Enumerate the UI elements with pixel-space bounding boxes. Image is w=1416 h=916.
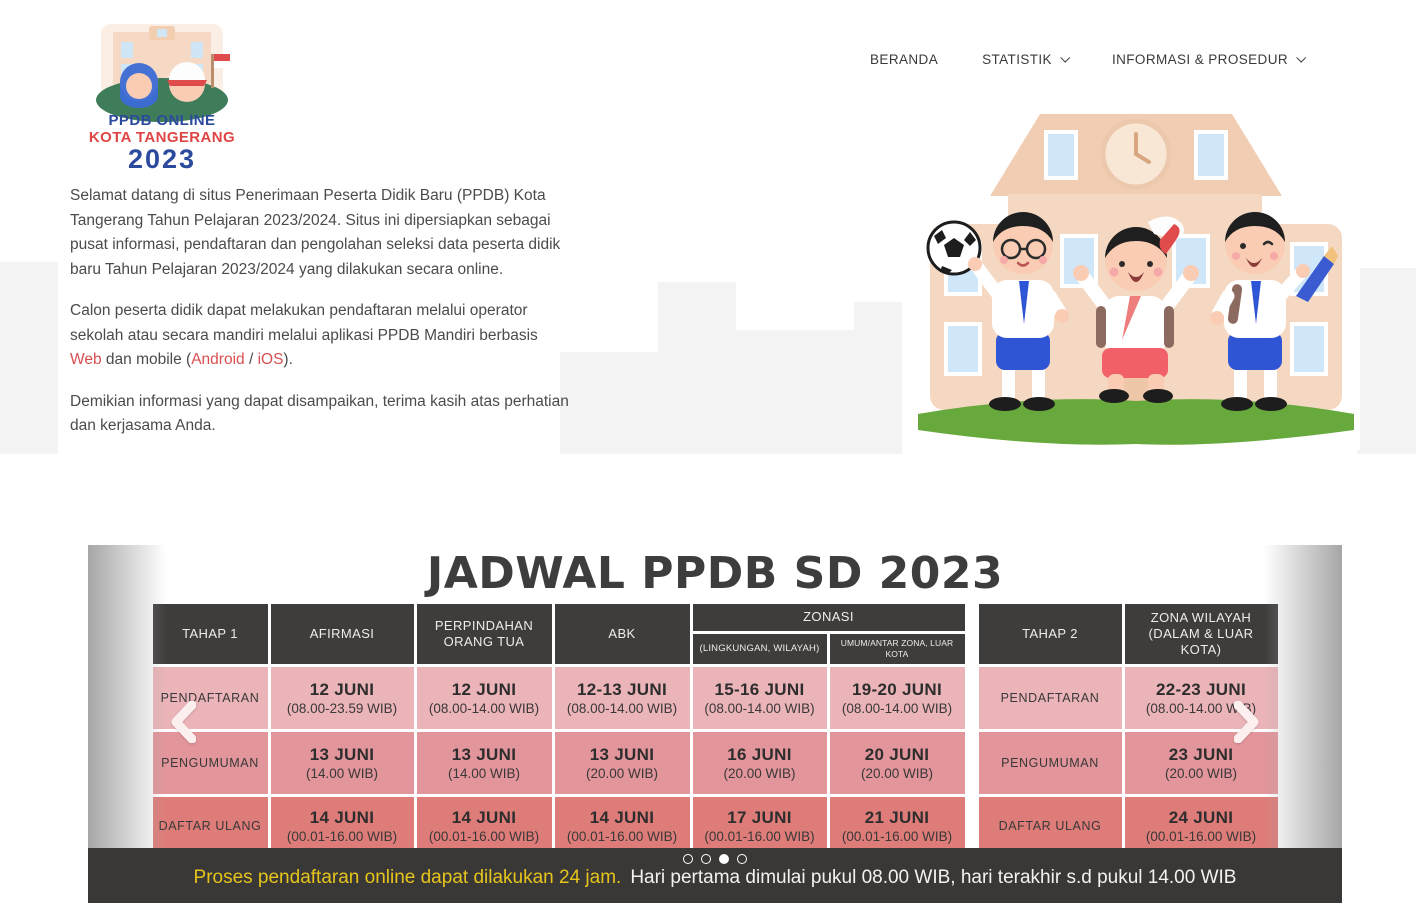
link-web[interactable]: Web xyxy=(70,351,102,368)
logo-graphic xyxy=(96,24,230,122)
hero-illustration xyxy=(912,96,1360,450)
carousel-dot-2[interactable] xyxy=(701,854,711,864)
header-perpindahan: PERPINDAHAN ORANG TUA xyxy=(416,604,552,664)
row-label-pendaftaran-t2: PENDAFTARAN xyxy=(978,667,1122,729)
logo-text-line1: PPDB ONLINE xyxy=(108,112,216,129)
chevron-down-icon xyxy=(1060,52,1071,63)
schedule-cell: 14 JUNI (00.01-16.00 WIB) xyxy=(554,797,690,848)
carousel-dot-3[interactable] xyxy=(719,854,729,864)
schedule-cell: 13 JUNI (14.00 WIB) xyxy=(416,732,552,794)
site-logo[interactable]: PPDB ONLINE KOTA TANGERANG 2023 xyxy=(86,20,238,173)
skyline-block xyxy=(0,262,58,454)
schedule-cell: 14 JUNI (00.01-16.00 WIB) xyxy=(270,797,414,848)
logo-text-line3: 2023 xyxy=(127,144,197,174)
chevron-right-icon xyxy=(1233,700,1259,744)
schedule-cell: 13 JUNI (20.00 WIB) xyxy=(554,732,690,794)
welcome-text: Selamat datang di situs Penerimaan Peser… xyxy=(70,184,572,456)
skyline-block xyxy=(1357,268,1416,454)
header-zonasi-lingkungan: (LINGKUNGAN, WILAYAH) xyxy=(692,634,827,664)
header-zonasi-group: ZONASI (LINGKUNGAN, WILAYAH) UMUM/ANTAR … xyxy=(692,604,965,664)
nav-item-label: BERANDA xyxy=(870,52,939,67)
schedule-cell: 24 JUNI (00.01-16.00 WIB) xyxy=(1124,797,1278,848)
schedule-table: TAHAP 1 AFIRMASI PERPINDAHAN ORANG TUA A… xyxy=(88,604,1342,848)
row-label-daftar-ulang-t2: DAFTAR ULANG xyxy=(978,797,1122,848)
carousel-slide: JADWAL PPDB SD 2023 TAHAP 1 AFIRMASI PER… xyxy=(88,545,1342,848)
footer-note-highlight: Proses pendaftaran online dapat dilakuka… xyxy=(193,867,622,888)
nav-item-statistik[interactable]: STATISTIK xyxy=(982,52,1071,67)
carousel-next-button[interactable] xyxy=(1233,700,1260,746)
row-label-daftar-ulang: DAFTAR ULANG xyxy=(152,797,268,848)
header-zona-wilayah: ZONA WILAYAH (DALAM & LUAR KOTA) xyxy=(1124,604,1278,664)
chevron-left-icon xyxy=(171,700,197,744)
carousel-dots xyxy=(88,848,1342,864)
skyline-block xyxy=(560,352,660,454)
skyline-block xyxy=(854,302,902,454)
skyline-block xyxy=(658,282,736,454)
intro-p2-text: Calon peserta didik dapat melakukan pend… xyxy=(70,302,538,344)
schedule-cell: 13 JUNI (14.00 WIB) xyxy=(270,732,414,794)
link-android[interactable]: Android xyxy=(191,351,245,368)
schedule-carousel: JADWAL PPDB SD 2023 TAHAP 1 AFIRMASI PER… xyxy=(88,545,1342,903)
schedule-cell: 17 JUNI (00.01-16.00 WIB) xyxy=(692,797,827,848)
tahap2-grid: TAHAP 2 ZONA WILAYAH (DALAM & LUAR KOTA) … xyxy=(978,604,1278,848)
intro-paragraph-1: Selamat datang di situs Penerimaan Peser… xyxy=(70,187,561,278)
carousel-dot-4[interactable] xyxy=(737,854,747,864)
schedule-cell: 19-20 JUNI (08.00-14.00 WIB) xyxy=(829,667,965,729)
school-kids-illustration xyxy=(918,114,1354,445)
header-tahap2: TAHAP 2 xyxy=(978,604,1122,664)
header-abk: ABK xyxy=(554,604,690,664)
intro-p2-text: dan mobile ( xyxy=(101,351,192,368)
row-label-pendaftaran: PENDAFTARAN xyxy=(152,667,268,729)
schedule-cell: 12 JUNI (08.00-23.59 WIB) xyxy=(270,667,414,729)
schedule-cell: 14 JUNI (00.01-16.00 WIB) xyxy=(416,797,552,848)
row-label-pengumuman: PENGUMUMAN xyxy=(152,732,268,794)
skyline-block xyxy=(734,330,856,454)
carousel-prev-button[interactable] xyxy=(170,700,197,746)
footer-note: Proses pendaftaran online dapat dilakuka… xyxy=(88,867,1342,889)
schedule-cell: 22-23 JUNI (08.00-14.00 WIB) xyxy=(1124,667,1278,729)
footer-note-rest: Hari pertama dimulai pukul 08.00 WIB, ha… xyxy=(630,867,1237,888)
schedule-cell: 21 JUNI (00.01-16.00 WIB) xyxy=(829,797,965,848)
intro-p2-text: ). xyxy=(283,351,293,368)
intro-paragraph-3: Demikian informasi yang dapat disampaika… xyxy=(70,392,569,435)
chevron-down-icon xyxy=(1296,52,1307,63)
header-zonasi-umum: UMUM/ANTAR ZONA, LUAR KOTA xyxy=(829,634,965,664)
schedule-cell: 20 JUNI (20.00 WIB) xyxy=(829,732,965,794)
schedule-cell: 15-16 JUNI (08.00-14.00 WIB) xyxy=(692,667,827,729)
schedule-cell: 16 JUNI (20.00 WIB) xyxy=(692,732,827,794)
schedule-footer-bar: Proses pendaftaran online dapat dilakuka… xyxy=(88,848,1342,903)
nav-item-informasi-prosedur[interactable]: INFORMASI & PROSEDUR xyxy=(1111,52,1307,67)
header-tahap1: TAHAP 1 xyxy=(152,604,268,664)
schedule-cell: 12-13 JUNI (08.00-14.00 WIB) xyxy=(554,667,690,729)
schedule-cell: 12 JUNI (08.00-14.00 WIB) xyxy=(416,667,552,729)
nav-item-label: INFORMASI & PROSEDUR xyxy=(1111,52,1288,67)
logo-text-line2: KOTA TANGERANG xyxy=(88,129,236,146)
tahap1-grid: TAHAP 1 AFIRMASI PERPINDAHAN ORANG TUA A… xyxy=(152,604,965,848)
link-ios[interactable]: iOS xyxy=(257,351,284,368)
schedule-cell: 23 JUNI (20.00 WIB) xyxy=(1124,732,1278,794)
header-afirmasi: AFIRMASI xyxy=(270,604,414,664)
intro-paragraph-2: Calon peserta didik dapat melakukan pend… xyxy=(70,299,572,373)
nav-item-label: STATISTIK xyxy=(982,52,1052,67)
row-label-pengumuman-t2: PENGUMUMAN xyxy=(978,732,1122,794)
nav-item-beranda[interactable]: BERANDA xyxy=(870,52,938,67)
main-nav: BERANDA STATISTIK INFORMASI & PROSEDUR xyxy=(870,52,1307,67)
carousel-dot-1[interactable] xyxy=(683,854,693,864)
header-zonasi: ZONASI xyxy=(692,604,965,631)
intro-p2-text: / xyxy=(244,351,258,368)
schedule-title: JADWAL PPDB SD 2023 xyxy=(426,548,1004,599)
